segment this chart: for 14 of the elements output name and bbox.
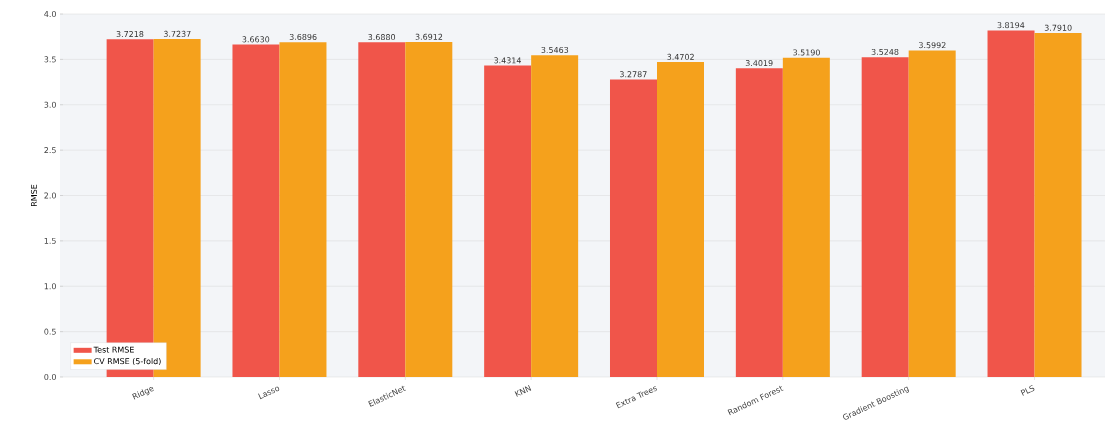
bar [484, 65, 532, 377]
bar [232, 44, 280, 377]
bar [908, 50, 956, 377]
bar [1034, 32, 1082, 377]
bar [735, 68, 783, 377]
bar [657, 62, 704, 377]
bar [861, 57, 909, 377]
bar [279, 42, 327, 377]
bar [987, 30, 1035, 377]
bar [782, 57, 830, 377]
bar [358, 42, 406, 377]
bar [531, 55, 579, 377]
bar [405, 42, 453, 377]
bar [609, 79, 657, 377]
